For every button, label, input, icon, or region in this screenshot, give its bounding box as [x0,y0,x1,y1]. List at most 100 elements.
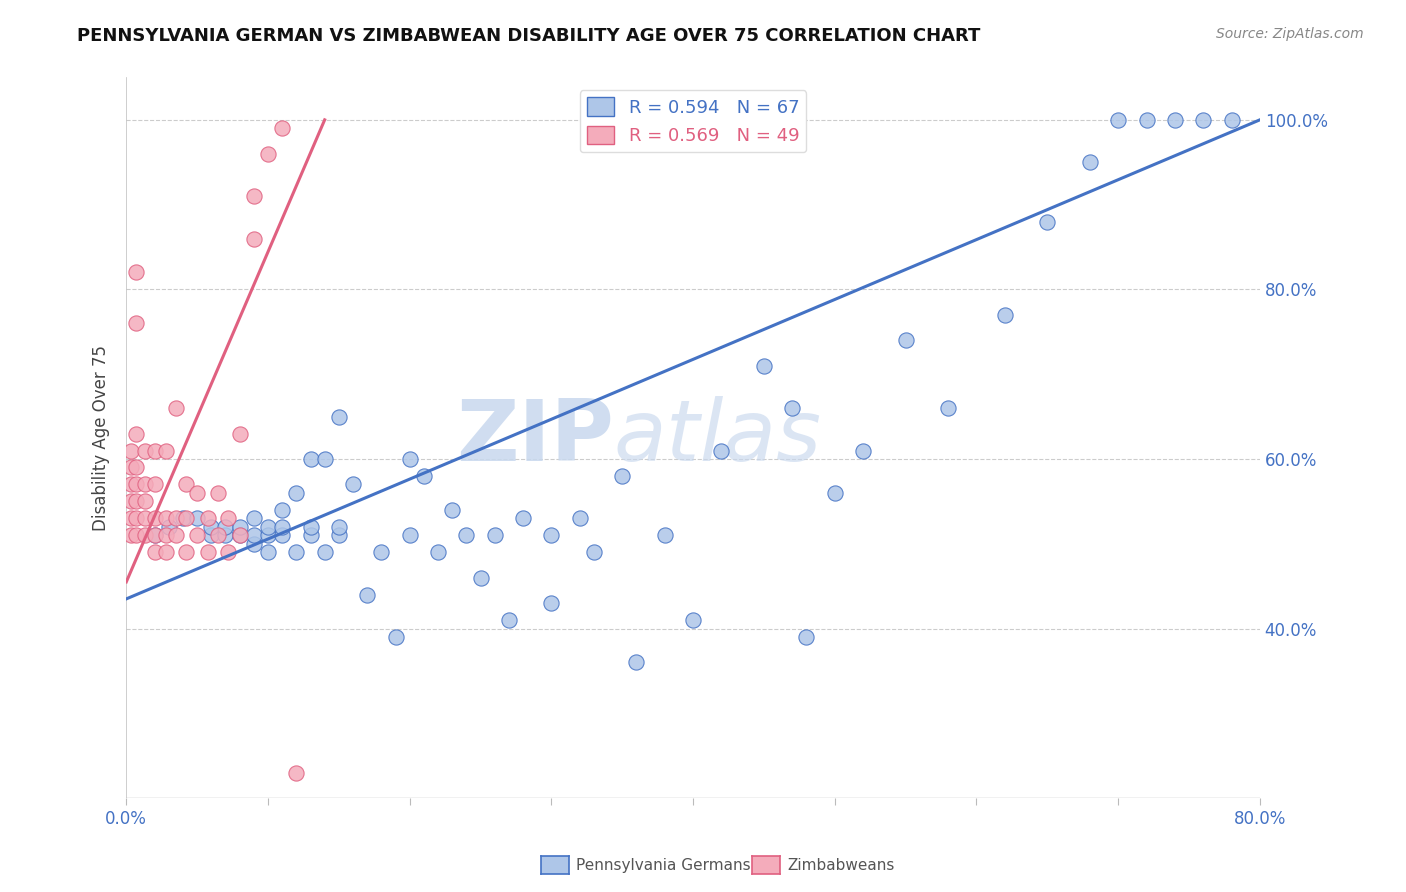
Point [125,477,148,491]
Point [257,528,280,542]
Point [134,494,156,508]
Point [512,511,534,525]
Point [314,545,336,559]
Point [1078,155,1101,169]
Text: Pennsylvania Germans: Pennsylvania Germans [576,858,751,872]
Point [271,503,294,517]
Point [356,588,378,602]
Point [120,460,142,475]
Point [484,528,506,542]
Point [1036,214,1059,228]
Point [134,528,156,542]
Point [120,494,142,508]
Point [125,316,148,330]
Point [125,426,148,441]
Point [155,528,177,542]
Point [498,613,520,627]
Point [285,765,308,780]
Point [155,443,177,458]
Point [285,545,308,559]
Point [342,477,364,491]
Point [125,528,148,542]
Point [328,528,350,542]
Point [824,486,846,500]
Point [654,528,676,542]
Point [197,511,219,525]
Point [125,511,148,525]
Point [228,426,250,441]
Point [271,528,294,542]
Point [217,545,239,559]
Point [427,545,450,559]
Point [398,528,420,542]
Text: atlas: atlas [614,396,821,479]
Point [134,443,156,458]
Point [398,452,420,467]
Text: PENNSYLVANIA GERMAN VS ZIMBABWEAN DISABILITY AGE OVER 75 CORRELATION CHART: PENNSYLVANIA GERMAN VS ZIMBABWEAN DISABI… [77,27,981,45]
Point [894,333,917,347]
Point [174,477,197,491]
Point [370,545,392,559]
Point [540,528,562,542]
Point [157,520,180,534]
Point [200,528,222,542]
Point [172,511,194,525]
Point [257,520,280,534]
Point [1135,112,1157,127]
Text: Source: ZipAtlas.com: Source: ZipAtlas.com [1216,27,1364,41]
Point [299,452,322,467]
Point [165,401,187,416]
Point [285,486,308,500]
Text: Zimbabweans: Zimbabweans [787,858,894,872]
Point [165,511,187,525]
Point [174,511,197,525]
Point [1192,112,1215,127]
Point [271,121,294,136]
Point [852,443,875,458]
Point [1164,112,1187,127]
Y-axis label: Disability Age Over 75: Disability Age Over 75 [93,345,110,531]
Point [134,511,156,525]
Point [186,486,208,500]
Legend: R = 0.594   N = 67, R = 0.569   N = 49: R = 0.594 N = 67, R = 0.569 N = 49 [579,90,807,153]
Point [1220,112,1243,127]
Point [243,528,266,542]
Point [143,443,166,458]
Point [155,545,177,559]
Point [243,231,266,245]
Point [155,511,177,525]
Point [796,630,818,644]
Point [682,613,704,627]
Point [780,401,803,416]
Point [470,571,492,585]
Point [186,528,208,542]
Point [582,545,605,559]
Point [186,511,208,525]
Point [125,265,148,279]
Point [143,545,166,559]
Text: ZIP: ZIP [456,396,614,479]
Point [217,511,239,525]
Point [994,308,1017,322]
Point [314,452,336,467]
Point [143,528,166,542]
Point [214,520,236,534]
Point [936,401,959,416]
Point [165,528,187,542]
Point [612,469,634,483]
Point [134,477,156,491]
Point [626,656,648,670]
Point [174,545,197,559]
Point [271,520,294,534]
Point [441,503,464,517]
Point [568,511,591,525]
Point [243,511,266,525]
Point [143,511,166,525]
Point [120,511,142,525]
Point [540,596,562,610]
Point [384,630,406,644]
Point [299,520,322,534]
Point [197,545,219,559]
Point [207,528,229,542]
Point [328,409,350,424]
